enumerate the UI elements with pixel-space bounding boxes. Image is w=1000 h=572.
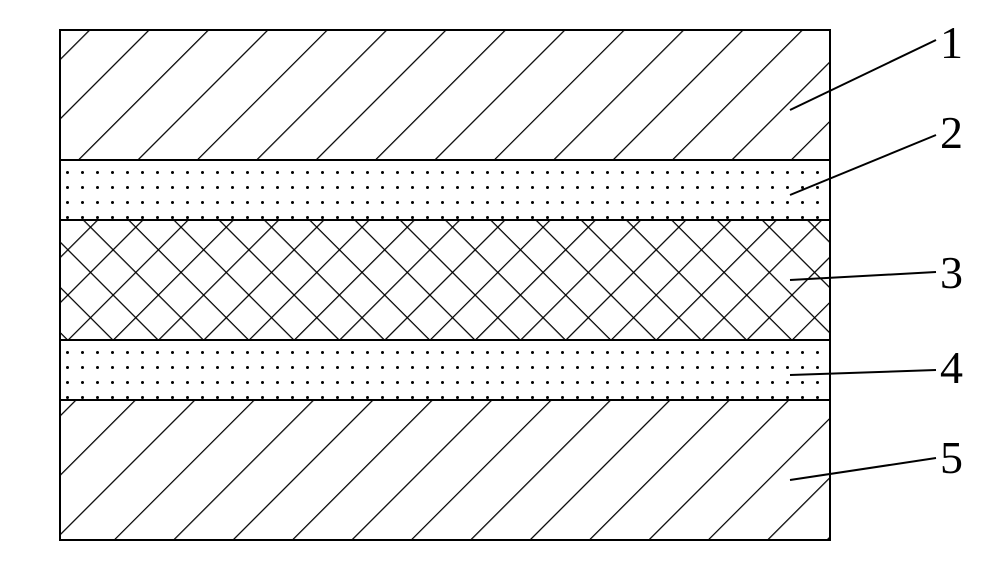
layer-5 [60,400,830,540]
layer-label-3: 3 [940,250,963,296]
layer-4 [60,340,830,400]
layer-1 [60,30,830,160]
layer-label-2: 2 [940,110,963,156]
layer-stack-svg [0,0,1000,572]
layer-label-5: 5 [940,435,963,481]
layer-3 [60,220,830,340]
layer-label-1: 1 [940,20,963,66]
diagram-canvas: 1 2 3 4 5 [0,0,1000,572]
layer-label-4: 4 [940,345,963,391]
layer-2 [60,160,830,220]
